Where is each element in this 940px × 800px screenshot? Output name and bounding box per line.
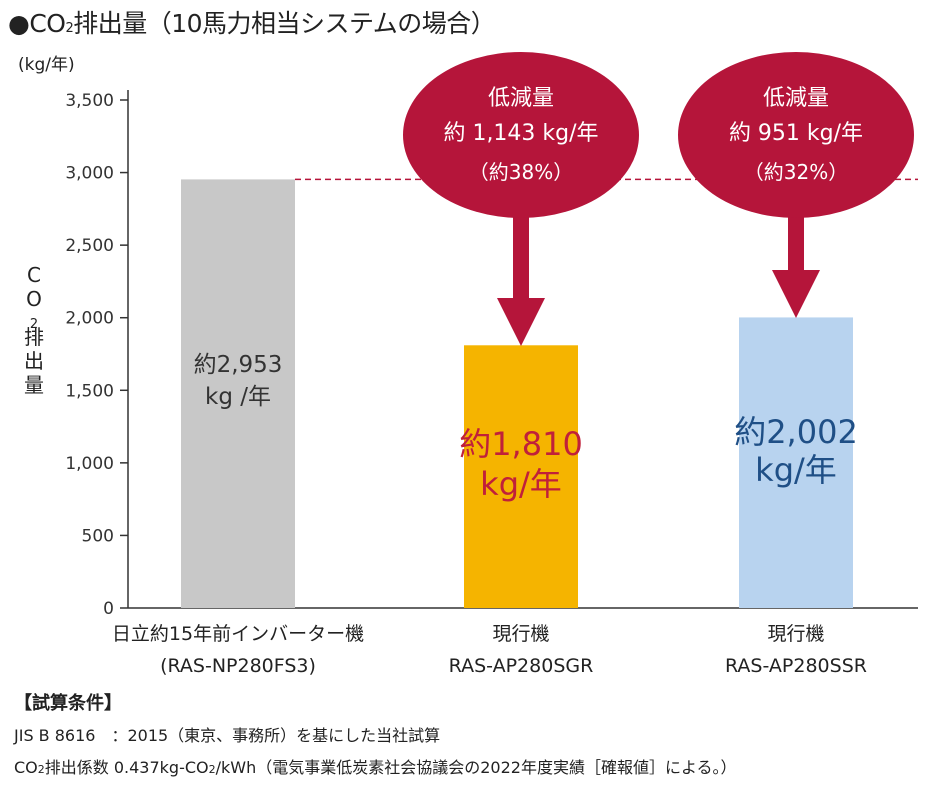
- callout-bubble: [678, 52, 914, 218]
- y-axis-label-char: 出: [24, 349, 44, 373]
- callout-arrow-shaft: [513, 208, 529, 300]
- title-subscript: 2: [65, 21, 74, 36]
- notes-heading: 【試算条件】: [14, 693, 122, 714]
- category-label: 日立約15年前インバーター機: [112, 623, 364, 645]
- bar-value-label: kg /年: [205, 384, 271, 410]
- bar-value-label: 約1,810: [459, 425, 583, 463]
- calculation-notes: 【試算条件】 JIS B 8616 ：2015（東京、事務所）を基にした当社試算…: [14, 688, 736, 786]
- co2-bar-chart: 0 500 1,000 1,500 2,000 2,500 3,000 3,500 CO 2排出量…: [24, 52, 918, 677]
- y-axis-label-char: 2: [30, 317, 38, 332]
- callout-arrow-head: [772, 270, 820, 318]
- callout-bubble: [403, 52, 639, 218]
- category-label: RAS-AP280SGR: [449, 655, 594, 677]
- y-axis-label-char: C: [27, 263, 41, 287]
- bar-value-label: kg/年: [480, 465, 562, 503]
- category-label: RAS-AP280SSR: [725, 655, 867, 677]
- y-tick-label: 3,500: [65, 91, 114, 111]
- category-label: 現行機: [492, 623, 549, 645]
- y-tick-label: 500: [82, 526, 114, 546]
- callout-percent: （約32%）: [744, 160, 848, 184]
- bar-value-label: 約2,002: [734, 413, 858, 451]
- callout-amount: 約 951 kg/年: [729, 121, 863, 146]
- bar: [739, 317, 853, 608]
- callout-title: 低減量: [488, 86, 554, 111]
- category-label: (RAS-NP280FS3): [160, 655, 316, 677]
- notes-line-2-sub1: 2: [37, 763, 45, 776]
- notes-line-2-mid: 排出係数 0.437kg-CO: [44, 758, 209, 777]
- notes-line-2: CO2排出係数 0.437kg-CO2/kWh（電気事業低炭素社会協議会の202…: [14, 752, 736, 786]
- bar-value-label: kg/年: [755, 451, 837, 489]
- category-label: 現行機: [767, 623, 824, 645]
- title-rest: 排出量（10馬力相当システムの場合）: [73, 9, 496, 38]
- y-tick-label: 2,000: [65, 309, 114, 329]
- title-prefix: ●CO: [8, 9, 66, 38]
- notes-line-1: JIS B 8616 ：2015（東京、事務所）を基にした当社試算: [14, 726, 441, 745]
- y-axis-label-char: O: [26, 287, 42, 311]
- y-axis-label-char: 量: [24, 373, 44, 397]
- y-tick-label: 3,000: [65, 164, 114, 184]
- y-tick-label: 0: [103, 599, 114, 619]
- bar: [181, 179, 295, 609]
- callout-amount: 約 1,143 kg/年: [443, 121, 598, 146]
- y-tick-label: 1,000: [65, 454, 114, 474]
- chart-title: ●CO2排出量（10馬力相当システムの場合）: [8, 4, 496, 40]
- notes-line-2-prefix: CO: [14, 758, 38, 777]
- notes-line-2-sub2: 2: [208, 763, 216, 776]
- bar-value-label: 約2,953: [194, 352, 283, 378]
- unit-label: (kg/年): [18, 55, 75, 75]
- callout-arrow-head: [497, 298, 545, 346]
- callout-title: 低減量: [763, 86, 829, 111]
- y-tick-label: 1,500: [65, 381, 114, 401]
- callout-percent: （約38%）: [469, 160, 573, 184]
- notes-line-2-rest: /kWh（電気事業低炭素社会協議会の2022年度実績［確報値］による。）: [215, 758, 737, 777]
- y-axis-label-char: 排: [24, 325, 44, 349]
- callout-arrow-shaft: [788, 208, 804, 272]
- bar: [464, 345, 578, 608]
- y-tick-label: 2,500: [65, 236, 114, 256]
